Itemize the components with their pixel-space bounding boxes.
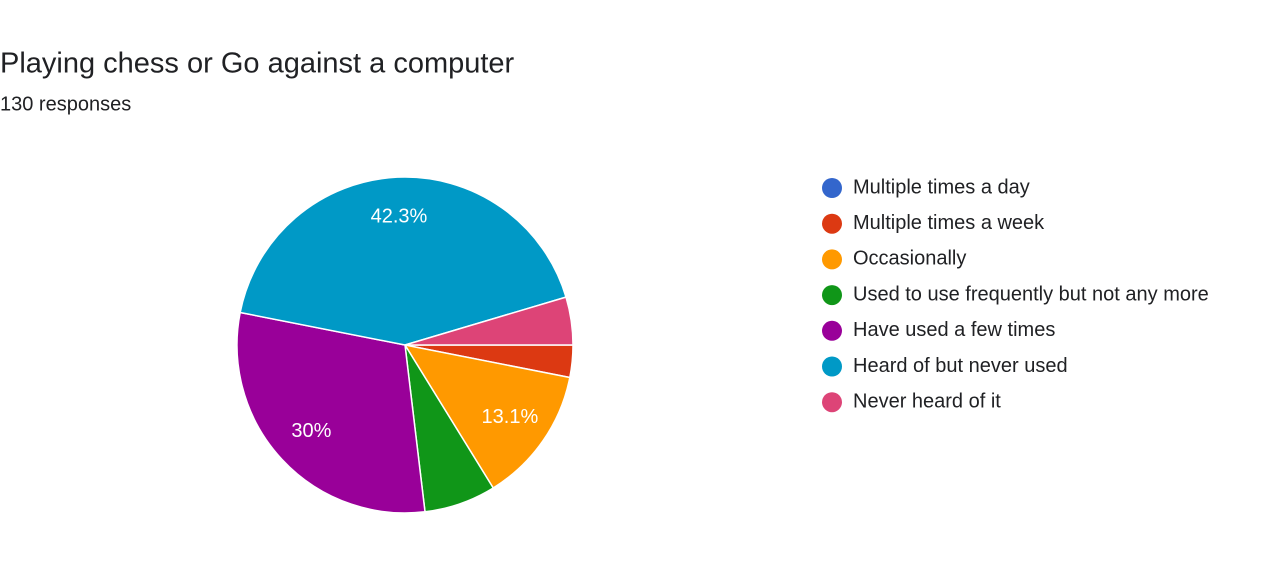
legend-marker (822, 320, 842, 341)
legend-label: Never heard of it (853, 390, 1001, 412)
legend-label: Multiple times a day (853, 176, 1030, 198)
chart-title: Playing chess or Go against a computer (0, 48, 515, 80)
data-label: 13.1% (482, 406, 539, 428)
pie-slice (404, 296, 574, 346)
chart-subtitle: 130 responses (0, 93, 131, 115)
legend-marker (822, 213, 842, 234)
legend-label: Used to use frequently but not any more (853, 283, 1209, 305)
legend-marker (822, 249, 842, 270)
pie-slice (236, 311, 426, 514)
legend-label: Occasionally (853, 248, 966, 270)
data-label: 42.3% (371, 206, 428, 228)
legend-marker (822, 356, 842, 377)
legend-marker (822, 392, 842, 413)
pie-slice (239, 176, 567, 346)
legend-label: Heard of but never used (853, 355, 1068, 377)
legend-label: Multiple times a week (853, 212, 1045, 234)
legend-label: Have used a few times (853, 319, 1055, 341)
pie-slice (403, 343, 571, 489)
legend-marker (822, 285, 842, 306)
data-label: 30% (291, 420, 331, 442)
legend-marker (822, 178, 842, 198)
